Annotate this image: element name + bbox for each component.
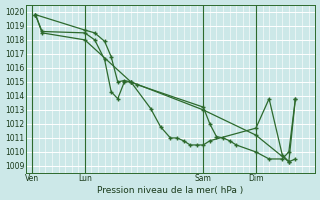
X-axis label: Pression niveau de la mer( hPa ): Pression niveau de la mer( hPa ): [97, 186, 244, 195]
